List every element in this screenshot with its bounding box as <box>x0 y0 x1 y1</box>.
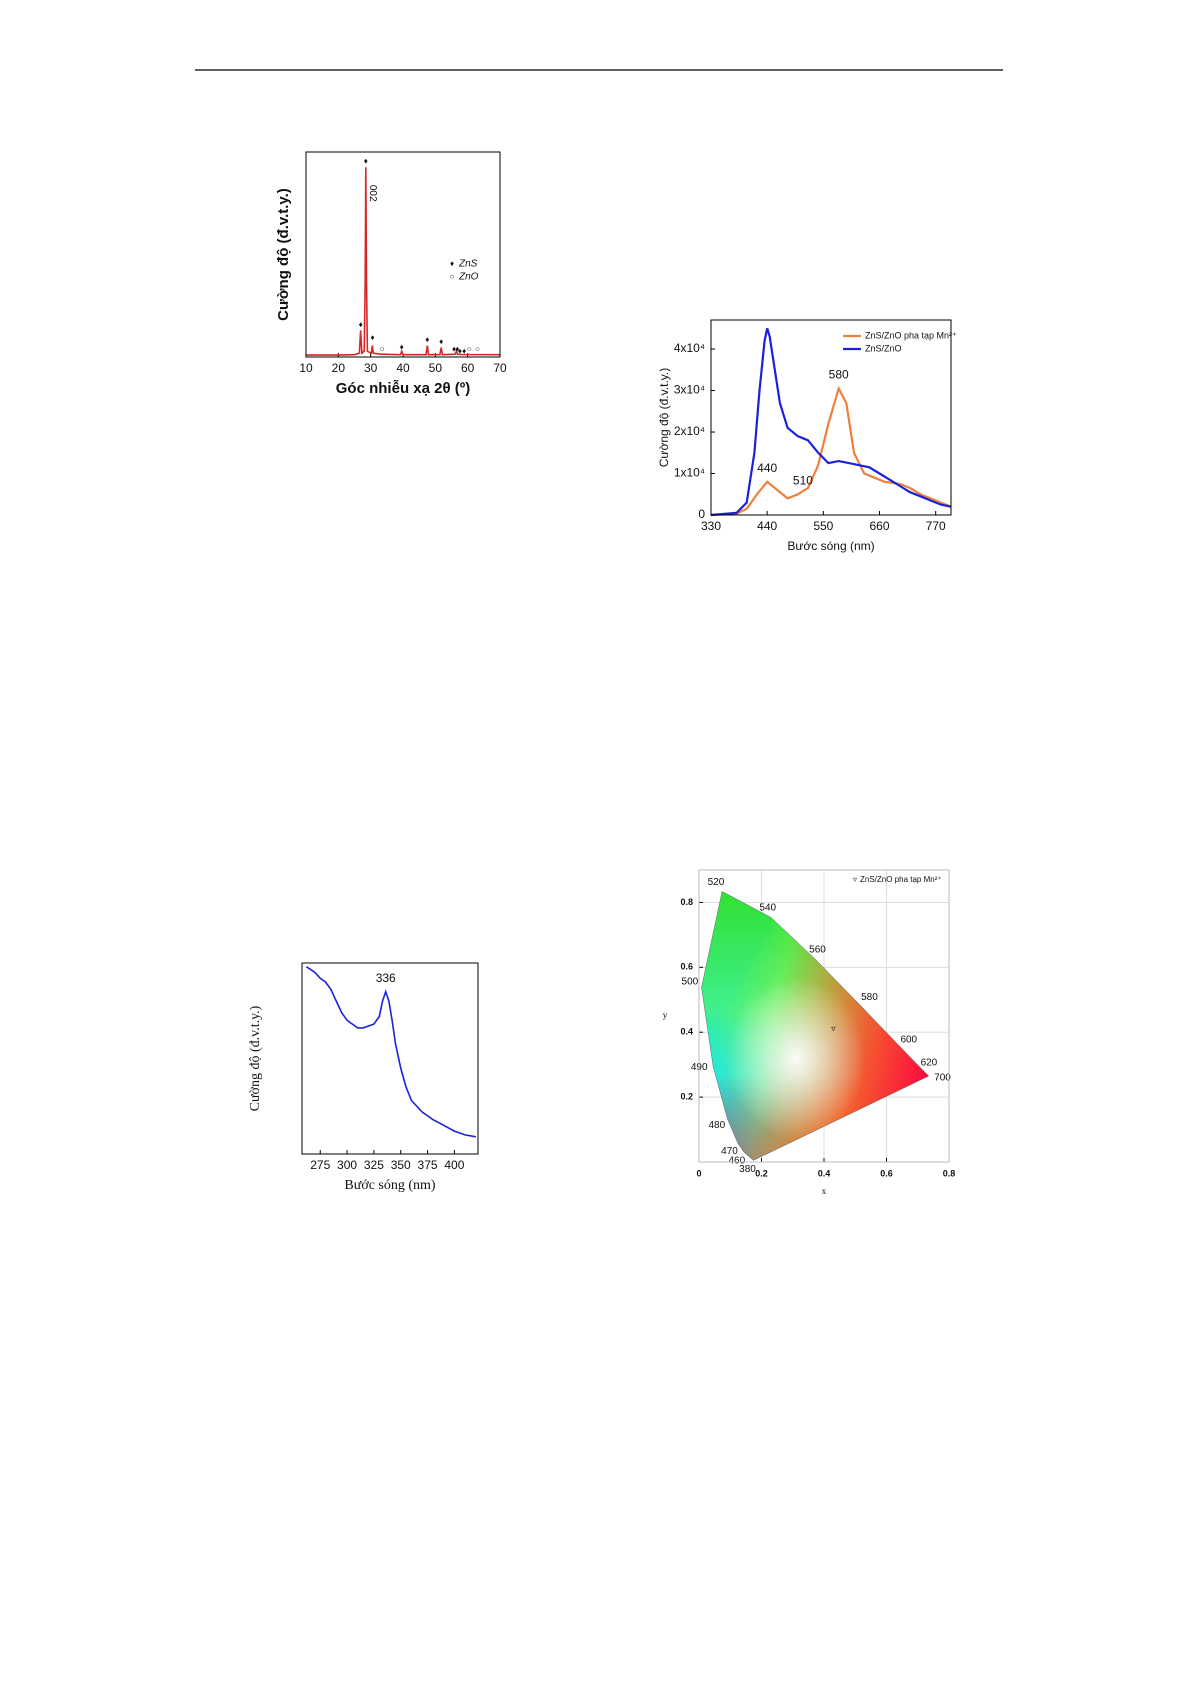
wavelength-label: 520 <box>708 877 725 888</box>
peak-marker: ♦ <box>455 345 459 354</box>
y-axis-label: Cường độ (đ.v.t.y.) <box>657 368 671 468</box>
x-tick-label: 60 <box>461 361 475 375</box>
peak-marker: ○ <box>475 345 480 354</box>
annotation: 336 <box>376 971 396 985</box>
x-tick-label: 0.6 <box>880 1168 893 1178</box>
x-tick-label: 770 <box>926 519 946 533</box>
x-axis-label: Bước sóng (nm) <box>344 1178 436 1193</box>
y-axis-label: Cường độ (đ.v.t.y.) <box>275 188 292 321</box>
wavelength-label: 700 <box>934 1072 951 1083</box>
figure: 0 0.2 0.4 0.6 0.80.20.40.60.8xy3804604704804… <box>663 869 956 1196</box>
x-tick-label: 400 <box>444 1158 464 1172</box>
y-axis-label: y <box>663 1010 668 1020</box>
x-tick-label: 440 <box>757 519 777 533</box>
figure: 10 20 30 40 50 60 70 Góc nhiễu xạ 2θ (º) Cường đ… <box>275 151 507 397</box>
x-tick-label: 10 <box>299 361 313 375</box>
legend-label: ZnS/ZnO pha tạp Mn²⁺ <box>860 875 942 884</box>
plot-frame <box>698 869 950 1163</box>
peak-marker: ○ <box>467 345 472 354</box>
legend-symbol: ○ <box>450 272 455 281</box>
legend-label: ZnS <box>458 259 478 270</box>
x-axis-label: Bước sóng (nm) <box>787 539 874 553</box>
y-tick-label: 0.6 <box>680 962 693 972</box>
peak-marker: ♦ <box>359 320 363 329</box>
x-tick-label: 0.8 <box>943 1168 956 1178</box>
wavelength-label: 500 <box>682 977 699 988</box>
wavelength-label: 620 <box>921 1057 938 1068</box>
wavelength-label: 480 <box>708 1120 725 1131</box>
wavelength-label: 560 <box>809 944 826 955</box>
plot-frame <box>305 151 501 358</box>
legend-symbol: ▿ <box>853 875 857 884</box>
x-tick-label: 50 <box>429 361 443 375</box>
wavelength-label: 540 <box>759 902 776 913</box>
spectral-locus <box>701 891 930 1161</box>
data-line <box>710 327 952 517</box>
annotation: 510 <box>793 473 813 487</box>
peak-marker: ♦ <box>371 333 375 342</box>
peak-marker: ♦ <box>452 345 456 354</box>
x-tick-label: 325 <box>364 1158 384 1172</box>
x-tick-label: 0.2 <box>755 1168 768 1178</box>
y-tick-label: 3x10⁴ <box>674 383 705 397</box>
plot-frame <box>301 962 479 1155</box>
data-line <box>305 966 477 1138</box>
y-axis-label: Cường độ (đ.v.t.y.) <box>248 1005 263 1111</box>
wavelength-label: 470 <box>721 1146 738 1157</box>
x-tick-label: 0.4 <box>818 1168 831 1178</box>
chromaticity-point: ▿ <box>831 1023 836 1033</box>
y-tick-label: 4x10⁴ <box>674 341 705 355</box>
wavelength-label: 600 <box>900 1034 917 1045</box>
legend-symbol: ♦ <box>450 259 454 268</box>
annotation: 440 <box>757 461 777 475</box>
y-tick-label: 2x10⁴ <box>674 424 705 438</box>
peak-marker: ○ <box>380 345 385 354</box>
wavelength-label: 580 <box>861 992 878 1003</box>
x-tick-label: 0 <box>696 1168 701 1178</box>
y-tick-label: 1x10⁴ <box>674 466 705 480</box>
x-tick-label: 660 <box>869 519 889 533</box>
peak-marker: ♦ <box>425 335 429 344</box>
legend-label: ZnS/ZnO <box>865 343 902 353</box>
y-tick-label: 0.4 <box>680 1027 693 1037</box>
peak-marker: ♦ <box>458 346 462 355</box>
y-tick-label: 0 <box>698 507 705 521</box>
legend-label: ZnS/ZnO pha tạp Mn²⁺ <box>865 330 957 340</box>
x-tick-label: 350 <box>391 1158 411 1172</box>
figure: 275 300 325 350 375 400 Bước sóng (nm) Cường độ… <box>248 962 479 1193</box>
wavelength-label: 460 <box>728 1155 745 1166</box>
y-tick-label: 0.8 <box>680 897 693 907</box>
data-line <box>710 385 952 517</box>
annotation: 002 <box>367 185 378 202</box>
gamut-fill <box>701 891 929 1161</box>
x-tick-label: 330 <box>701 519 721 533</box>
peak-marker: ♦ <box>364 157 368 166</box>
x-tick-label: 30 <box>364 361 378 375</box>
x-axis-label: Góc nhiễu xạ 2θ (º) <box>336 380 470 397</box>
x-tick-label: 550 <box>813 519 833 533</box>
x-tick-label: 70 <box>493 361 507 375</box>
y-tick-label: 0.2 <box>680 1091 693 1101</box>
x-tick-label: 40 <box>396 361 410 375</box>
x-tick-label: 20 <box>332 361 346 375</box>
data-line <box>306 167 501 356</box>
x-tick-label: 300 <box>337 1158 357 1172</box>
legend-label: ZnO <box>458 272 479 283</box>
plot-frame <box>710 319 952 516</box>
x-tick-label: 375 <box>418 1158 438 1172</box>
x-axis-label: x <box>822 1186 827 1196</box>
annotation: 580 <box>829 368 849 382</box>
x-tick-label: 275 <box>310 1158 330 1172</box>
figure: 330 440 550 660 770 0 1x10⁴ 2x10⁴ 3x10⁴ 4x10⁴ Bước… <box>657 319 957 553</box>
peak-marker: ♦ <box>462 346 466 355</box>
peak-marker: ♦ <box>400 343 404 352</box>
wavelength-label: 380 <box>739 1164 756 1175</box>
peak-marker: ♦ <box>439 337 443 346</box>
